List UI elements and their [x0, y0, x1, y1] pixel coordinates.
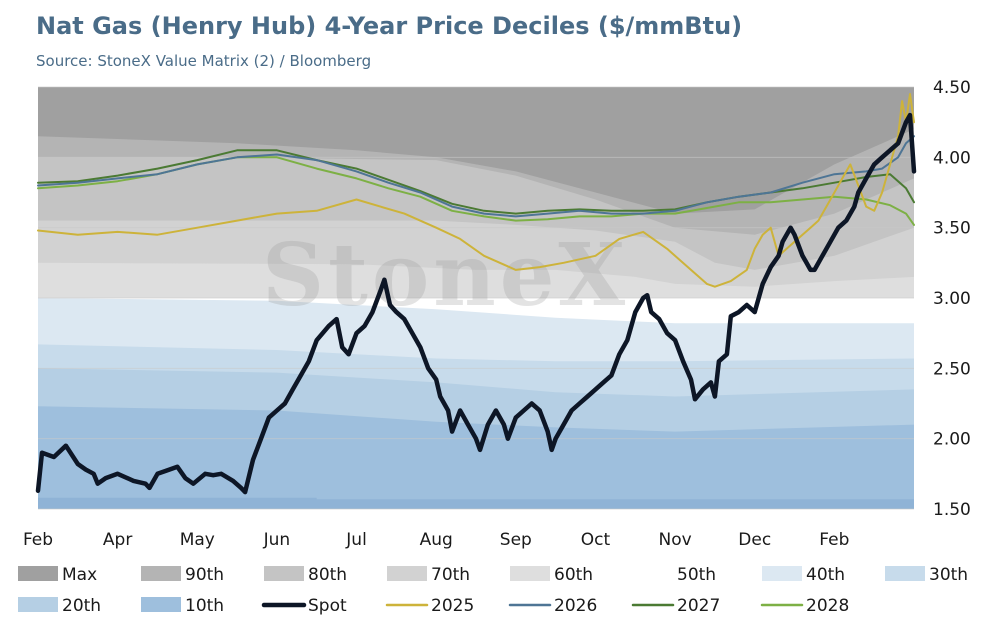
x-tick-label: Feb	[23, 530, 53, 550]
legend-label: 70th	[431, 565, 470, 585]
x-tick-label: May	[180, 530, 215, 550]
watermark: StoneX	[262, 225, 629, 326]
legend-item-50th: 50th	[633, 565, 716, 585]
y-tick-label: 1.50	[933, 500, 971, 520]
legend-label: Max	[62, 565, 97, 585]
legend-swatch	[762, 566, 802, 581]
x-tick-label: Nov	[658, 530, 691, 550]
legend-item-2027: 2027	[631, 596, 720, 616]
legend-swatch	[633, 566, 673, 581]
y-tick-label: 2.00	[933, 430, 971, 450]
legend-label: 2028	[806, 596, 849, 616]
legend-item-2025: 2025	[385, 596, 474, 616]
x-axis-ticks: Feb Apr May Jun Jul Aug Sep Oct Nov Dec Feb	[23, 530, 849, 550]
series-line-2027	[37, 149, 915, 215]
legend-item-2026: 2026	[508, 596, 597, 616]
legend-swatch	[18, 566, 58, 581]
y-axis-ticks: 4.50 4.00 3.50 3.00 2.50 2.00 1.50	[933, 78, 971, 520]
legend-label: 30th	[929, 565, 968, 585]
legend-item-spot: Spot	[261, 596, 347, 616]
legend-item-10th: 10th	[141, 596, 224, 616]
y-tick-label: 4.00	[933, 148, 971, 168]
series-lines	[35, 93, 917, 495]
x-tick-label: Jul	[345, 530, 367, 550]
series-line-2025	[37, 93, 915, 288]
x-tick-label: Oct	[581, 530, 611, 550]
legend-label: 50th	[677, 565, 716, 585]
legend-item-2028: 2028	[760, 596, 849, 616]
x-tick-label: Dec	[738, 530, 771, 550]
y-tick-label: 3.00	[933, 289, 971, 309]
legend: Max 90th 80th 70th 60th 50th 40th 30th 20th 10th S…	[18, 565, 968, 616]
y-tick-label: 3.50	[933, 219, 971, 239]
legend-swatch	[141, 566, 181, 581]
legend-item-20th: 20th	[18, 596, 101, 616]
x-tick-label: Aug	[420, 530, 453, 550]
series-line-spot	[35, 112, 917, 495]
legend-swatch	[18, 597, 58, 612]
y-tick-label: 2.50	[933, 359, 971, 379]
legend-label: 90th	[185, 565, 224, 585]
legend-label: 2027	[677, 596, 720, 616]
legend-swatch	[264, 566, 304, 581]
legend-item-70th: 70th	[387, 565, 470, 585]
legend-label: 10th	[185, 596, 224, 616]
x-tick-label: Jun	[263, 530, 291, 550]
legend-swatch	[141, 597, 181, 612]
x-tick-label: Sep	[500, 530, 532, 550]
legend-item-60th: 60th	[510, 565, 593, 585]
legend-item-90th: 90th	[141, 565, 224, 585]
legend-swatch	[387, 566, 427, 581]
band-min	[38, 497, 914, 509]
x-tick-label: Feb	[819, 530, 849, 550]
legend-item-30th: 30th	[885, 565, 968, 585]
legend-label: 60th	[554, 565, 593, 585]
legend-label: 2026	[554, 596, 597, 616]
x-tick-label: Apr	[103, 530, 132, 550]
gridlines	[38, 86, 914, 510]
legend-label: Spot	[308, 596, 347, 616]
legend-item-40th: 40th	[762, 565, 845, 585]
chart-title: Nat Gas (Henry Hub) 4-Year Price Deciles…	[36, 12, 743, 40]
y-tick-label: 4.50	[933, 78, 971, 98]
legend-swatch	[510, 566, 550, 581]
legend-item-80th: 80th	[264, 565, 347, 585]
legend-item-max: Max	[18, 565, 97, 585]
legend-swatch	[885, 566, 925, 581]
chart-subtitle: Source: StoneX Value Matrix (2) / Bloomb…	[36, 52, 372, 70]
legend-label: 40th	[806, 565, 845, 585]
legend-label: 20th	[62, 596, 101, 616]
legend-label: 2025	[431, 596, 474, 616]
band-10th	[38, 406, 914, 509]
legend-label: 80th	[308, 565, 347, 585]
